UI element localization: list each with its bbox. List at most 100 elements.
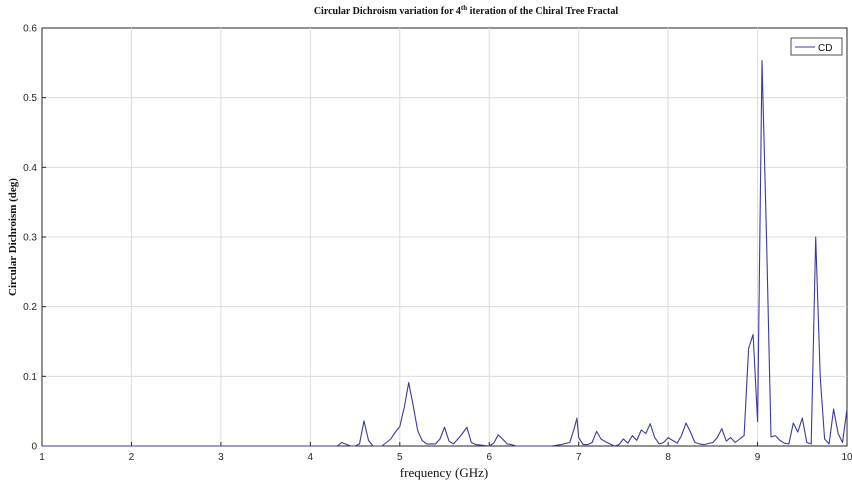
data-point (837, 433, 838, 434)
data-point (770, 436, 771, 437)
chart-title-rest: iteration of the Chiral Tree Fractal (467, 6, 618, 17)
data-point (350, 445, 351, 446)
data-point (462, 433, 463, 434)
data-point (453, 443, 454, 444)
data-point (654, 437, 655, 438)
chart-title-superscript: th (461, 4, 467, 12)
data-point (363, 420, 364, 421)
grid (42, 28, 847, 446)
data-point (515, 445, 516, 446)
data-point (797, 431, 798, 432)
legend-box (790, 37, 843, 56)
data-point (372, 445, 373, 446)
y-tick-label: 0.1 (23, 372, 37, 383)
y-axis-label: Circular Dichroism (deg) (7, 178, 19, 296)
data-point (426, 443, 427, 444)
data-point (802, 418, 803, 419)
data-point (668, 437, 669, 438)
data-point (793, 422, 794, 423)
data-point (448, 441, 449, 442)
data-point (587, 444, 588, 445)
data-point (511, 444, 512, 445)
data-point (744, 435, 745, 436)
data-point (775, 435, 776, 436)
data-point (632, 435, 633, 436)
data-point (498, 434, 499, 435)
x-axis-label: frequency (GHz) (400, 465, 488, 480)
data-point (583, 444, 584, 445)
data-point (833, 408, 834, 409)
data-point (576, 418, 577, 419)
data-point (685, 422, 686, 423)
data-point (699, 443, 700, 444)
data-point (748, 348, 749, 349)
data-point (574, 428, 575, 429)
data-point (404, 407, 405, 408)
data-point (690, 431, 691, 432)
data-point (752, 334, 753, 335)
x-tick-label: 10 (841, 452, 852, 463)
data-point (533, 445, 534, 446)
data-point (618, 444, 619, 445)
data-point (502, 438, 503, 439)
data-point (721, 428, 722, 429)
data-point (605, 441, 606, 442)
data-point (645, 433, 646, 434)
data-point (672, 440, 673, 441)
data-point (627, 443, 628, 444)
data-point (359, 443, 360, 444)
data-point (395, 431, 396, 432)
data-point (368, 440, 369, 441)
data-point (739, 438, 740, 439)
data-point (820, 376, 821, 377)
data-point (328, 445, 329, 446)
data-point (609, 443, 610, 444)
x-tick-label: 6 (486, 452, 492, 463)
data-point (636, 440, 637, 441)
data-point (489, 445, 490, 446)
data-point (524, 445, 525, 446)
data-point (560, 444, 561, 445)
data-point (41, 445, 42, 446)
series-line-cd (42, 60, 848, 447)
data-point (806, 442, 807, 443)
data-point (413, 405, 414, 406)
x-tick-label: 4 (308, 452, 314, 463)
data-point (623, 438, 624, 439)
data-point (614, 445, 615, 446)
data-point (131, 445, 132, 446)
data-point (591, 442, 592, 443)
data-point (712, 442, 713, 443)
data-point (735, 442, 736, 443)
series-layer (41, 60, 848, 447)
y-tick-label: 0.4 (23, 163, 37, 174)
data-point (730, 437, 731, 438)
data-point (641, 429, 642, 430)
data-point (659, 443, 660, 444)
data-point (788, 443, 789, 444)
data-point (310, 445, 311, 446)
chart-title: Circular Dichroism variation for 4th ite… (314, 4, 619, 17)
x-tick-label: 2 (129, 452, 135, 463)
data-point (507, 443, 508, 444)
data-point (681, 435, 682, 436)
data-point (842, 442, 843, 443)
data-point (578, 437, 579, 438)
y-tick-label: 0.2 (23, 302, 37, 313)
x-tick-label: 1 (39, 452, 45, 463)
y-tick-label: 0.3 (23, 233, 37, 244)
data-point (694, 442, 695, 443)
x-tick-label: 5 (397, 452, 403, 463)
data-point (784, 443, 785, 444)
x-tick-label: 8 (665, 452, 671, 463)
data-point (551, 445, 552, 446)
data-point (757, 421, 758, 422)
data-point (663, 442, 664, 443)
x-tick-label: 3 (218, 452, 224, 463)
data-point (435, 443, 436, 444)
data-point (811, 443, 812, 444)
data-point (846, 408, 847, 409)
data-point (399, 426, 400, 427)
data-point (390, 438, 391, 439)
